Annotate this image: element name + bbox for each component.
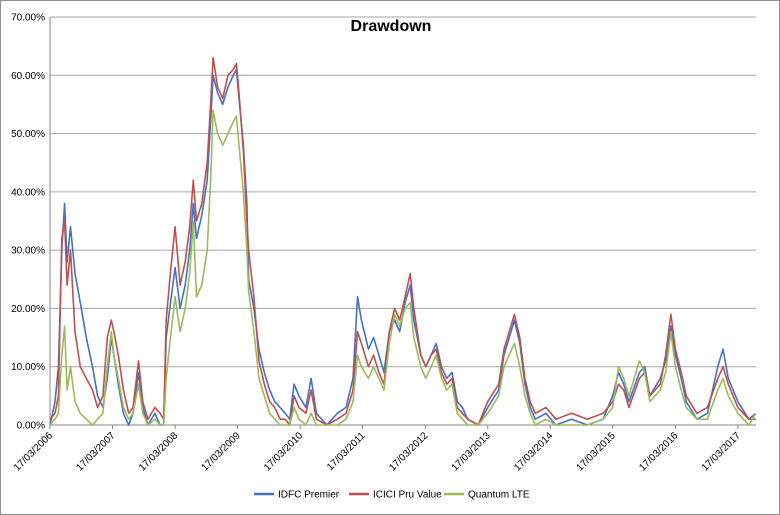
x-tick-label: 17/03/2016	[637, 430, 680, 473]
series-line	[49, 68, 757, 426]
x-tick-label: 17/03/2011	[325, 430, 368, 473]
y-axis-tick-labels: 0.00% 10.00% 20.00% 30.00% 40.00% 50.00% 60.00…	[11, 13, 45, 432]
y-tick-label: 10.00%	[11, 362, 45, 373]
series-lines	[49, 57, 757, 426]
series-line	[49, 57, 756, 426]
x-tick-label: 17/03/2015	[575, 430, 618, 473]
axes	[49, 17, 756, 429]
legend: IDFC Premier ICICI Pru Value Quantum LTE	[254, 490, 530, 501]
series-line	[49, 109, 757, 426]
x-tick-label: 17/03/2014	[512, 430, 555, 473]
y-tick-label: 70.00%	[11, 13, 45, 24]
y-tick-label: 0.00%	[17, 421, 45, 432]
chart-title: Drawdown	[351, 18, 432, 35]
x-tick-label: 17/03/2017	[700, 430, 743, 473]
x-tick-label: 17/03/2013	[450, 430, 493, 473]
x-tick-label: 17/03/2009	[200, 430, 243, 473]
y-tick-label: 30.00%	[11, 246, 45, 257]
x-tick-label: 17/03/2012	[387, 430, 430, 473]
y-tick-label: 60.00%	[11, 71, 45, 82]
legend-label: ICICI Pru Value	[373, 490, 442, 501]
x-axis-tick-labels: 17/03/2006 17/03/2007 17/03/2008 17/03/2009…	[12, 430, 743, 473]
x-tick-label: 17/03/2010	[262, 430, 305, 473]
x-tick-label: 17/03/2008	[137, 430, 180, 473]
y-tick-label: 50.00%	[11, 129, 45, 140]
y-tick-label: 20.00%	[11, 304, 45, 315]
legend-label: Quantum LTE	[468, 490, 530, 501]
legend-label: IDFC Premier	[278, 490, 340, 501]
x-tick-label: 17/03/2007	[74, 430, 117, 473]
x-tick-label: 17/03/2006	[12, 430, 55, 473]
y-tick-label: 40.00%	[11, 187, 45, 198]
